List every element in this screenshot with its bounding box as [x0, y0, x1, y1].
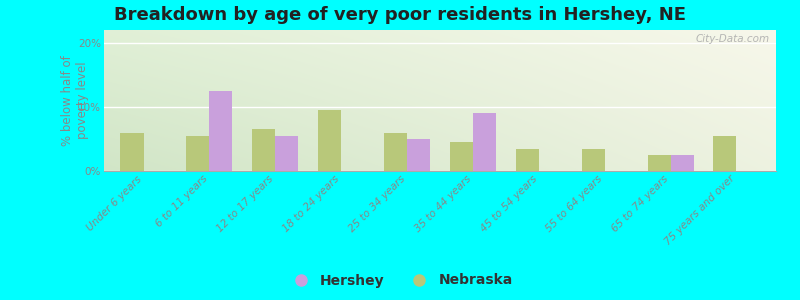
Bar [516, 148, 539, 171]
Bar [210, 91, 233, 171]
Bar [407, 139, 430, 171]
Bar [121, 133, 143, 171]
Text: Breakdown by age of very poor residents in Hershey, NE: Breakdown by age of very poor residents … [114, 6, 686, 24]
Bar [318, 110, 341, 171]
Bar [714, 136, 737, 171]
Bar [647, 155, 670, 171]
Bar [384, 133, 407, 171]
Bar [450, 142, 473, 171]
Bar [582, 148, 605, 171]
Bar [275, 136, 298, 171]
Bar [186, 136, 210, 171]
Bar [252, 129, 275, 171]
Y-axis label: % below half of
poverty level: % below half of poverty level [62, 55, 90, 146]
Bar [473, 113, 496, 171]
Bar [670, 155, 694, 171]
Text: City-Data.com: City-Data.com [695, 34, 770, 44]
Legend: Hershey, Nebraska: Hershey, Nebraska [282, 268, 518, 293]
